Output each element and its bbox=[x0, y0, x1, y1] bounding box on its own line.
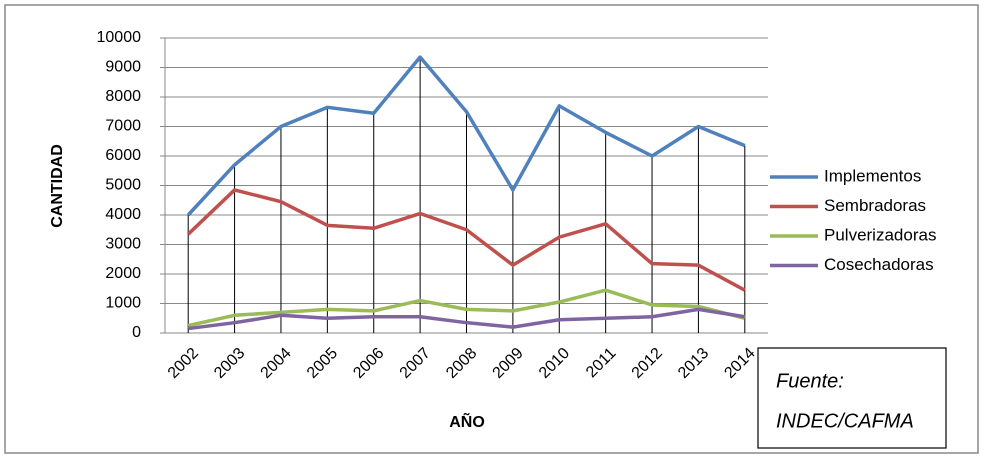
y-tick-label: 6000 bbox=[105, 147, 141, 164]
series-line bbox=[186, 188, 746, 292]
legend-label: Cosechadoras bbox=[824, 255, 934, 274]
y-tick-label: 10000 bbox=[97, 29, 142, 46]
y-tick-label: 5000 bbox=[105, 177, 141, 194]
legend-label: Implementos bbox=[824, 166, 921, 185]
y-tick-label: 4000 bbox=[105, 206, 141, 223]
y-tick-label: 0 bbox=[132, 324, 141, 341]
series-line bbox=[186, 55, 746, 217]
source-text: Fuente: bbox=[776, 370, 844, 392]
y-axis-label: CANTIDAD bbox=[49, 144, 66, 228]
y-tick-label: 3000 bbox=[105, 236, 141, 253]
legend-label: Pulverizadoras bbox=[824, 225, 936, 244]
source-text: INDEC/CAFMA bbox=[776, 410, 914, 432]
source-box bbox=[757, 347, 947, 449]
y-tick-label: 1000 bbox=[105, 295, 141, 312]
y-tick-label: 8000 bbox=[105, 88, 141, 105]
series-line bbox=[187, 307, 746, 331]
x-axis-label: AÑO bbox=[449, 411, 485, 431]
series-line bbox=[187, 288, 746, 328]
y-tick-label: 2000 bbox=[105, 265, 141, 282]
legend-label: Sembradoras bbox=[824, 196, 926, 215]
y-tick-label: 9000 bbox=[105, 59, 141, 76]
y-tick-label: 7000 bbox=[105, 118, 141, 135]
